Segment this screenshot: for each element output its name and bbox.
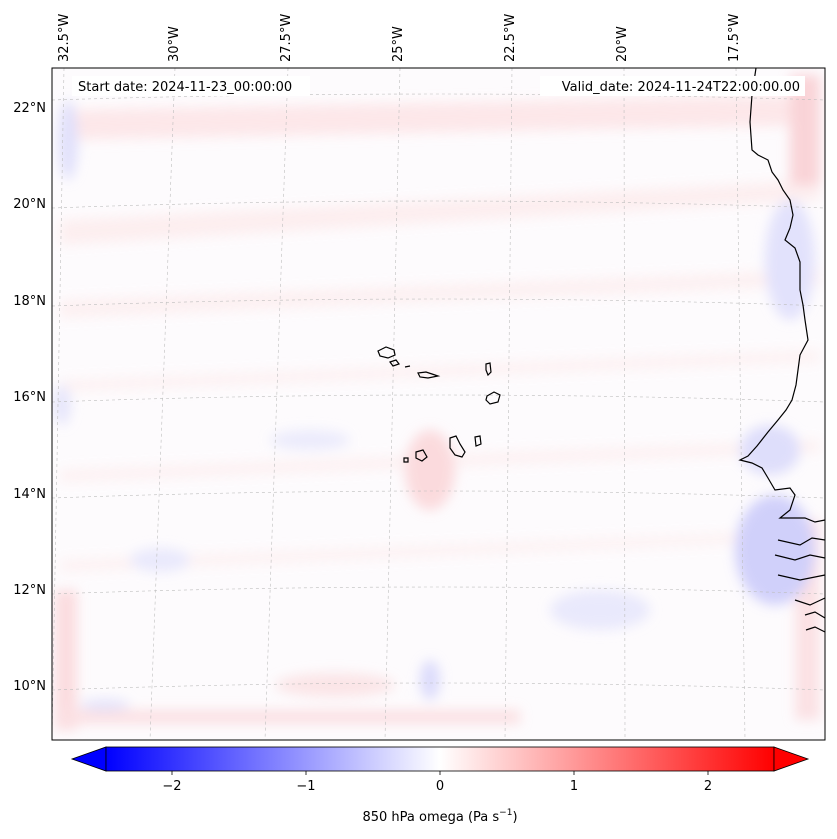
lat-label: 14°N	[13, 487, 46, 502]
map-background	[52, 68, 825, 740]
lat-label: 10°N	[13, 679, 46, 694]
lon-label: 25°W	[391, 26, 406, 62]
colorbar-tick-label: −1	[296, 779, 315, 794]
valid-date-label: Valid_date: 2024-11-24T22:00:00.00	[562, 80, 800, 95]
lon-label: 32.5°W	[57, 14, 72, 62]
lat-label: 22°N	[13, 101, 46, 116]
colorbar-tick-label: 2	[704, 779, 712, 794]
cape-verde-boa-vista	[485, 391, 501, 405]
lat-label: 12°N	[13, 583, 46, 598]
colorbar-extend-low	[70, 746, 107, 772]
colorbar-tick-label: 1	[570, 779, 578, 794]
cape-verde-sal	[485, 362, 492, 377]
african-coastline	[738, 67, 826, 523]
colorbar: −2 −1 0 1 2 850 hPa omega (Pa s−1)	[70, 746, 810, 825]
lon-label: 27.5°W	[279, 14, 294, 62]
cape-verde-santa-luzia	[404, 365, 411, 368]
cape-verde-santiago	[449, 435, 466, 458]
map-panel: Start date: 2024-11-23_00:00:00 Valid_da…	[51, 67, 826, 741]
valid-date-box	[540, 76, 805, 96]
cape-verde-santo-antao	[377, 346, 396, 359]
colorbar-gradient	[105, 746, 775, 772]
colorbar-extend-high	[773, 746, 810, 772]
lat-label: 16°N	[13, 390, 46, 405]
cape-verde-brava	[403, 457, 409, 463]
latitude-labels: 22°N 20°N 18°N 16°N 14°N 12°N 10°N	[13, 101, 46, 694]
start-date-label: Start date: 2024-11-23_00:00:00	[78, 80, 292, 95]
colorbar-tick-label: 0	[436, 779, 444, 794]
cape-verde-fogo	[415, 449, 428, 462]
lat-label: 18°N	[13, 294, 46, 309]
graticule	[51, 67, 826, 741]
longitude-labels: 32.5°W 30°W 27.5°W 25°W 22.5°W 20°W 17.5…	[57, 14, 742, 62]
colorbar-tick-label: −2	[162, 779, 181, 794]
map-frame	[51, 67, 826, 741]
lon-label: 30°W	[167, 26, 182, 62]
colorbar-label: 850 hPa omega (Pa s−1)	[362, 808, 517, 825]
cape-verde-maio	[474, 435, 482, 447]
lat-label: 20°N	[13, 197, 46, 212]
cape-verde-sao-vicente	[389, 359, 400, 367]
cape-verde-sao-nicolau	[417, 371, 441, 379]
start-date-box	[72, 76, 310, 96]
lon-label: 22.5°W	[503, 14, 518, 62]
lon-label: 17.5°W	[727, 14, 742, 62]
coastline	[377, 67, 826, 633]
lon-label: 20°W	[615, 26, 630, 62]
